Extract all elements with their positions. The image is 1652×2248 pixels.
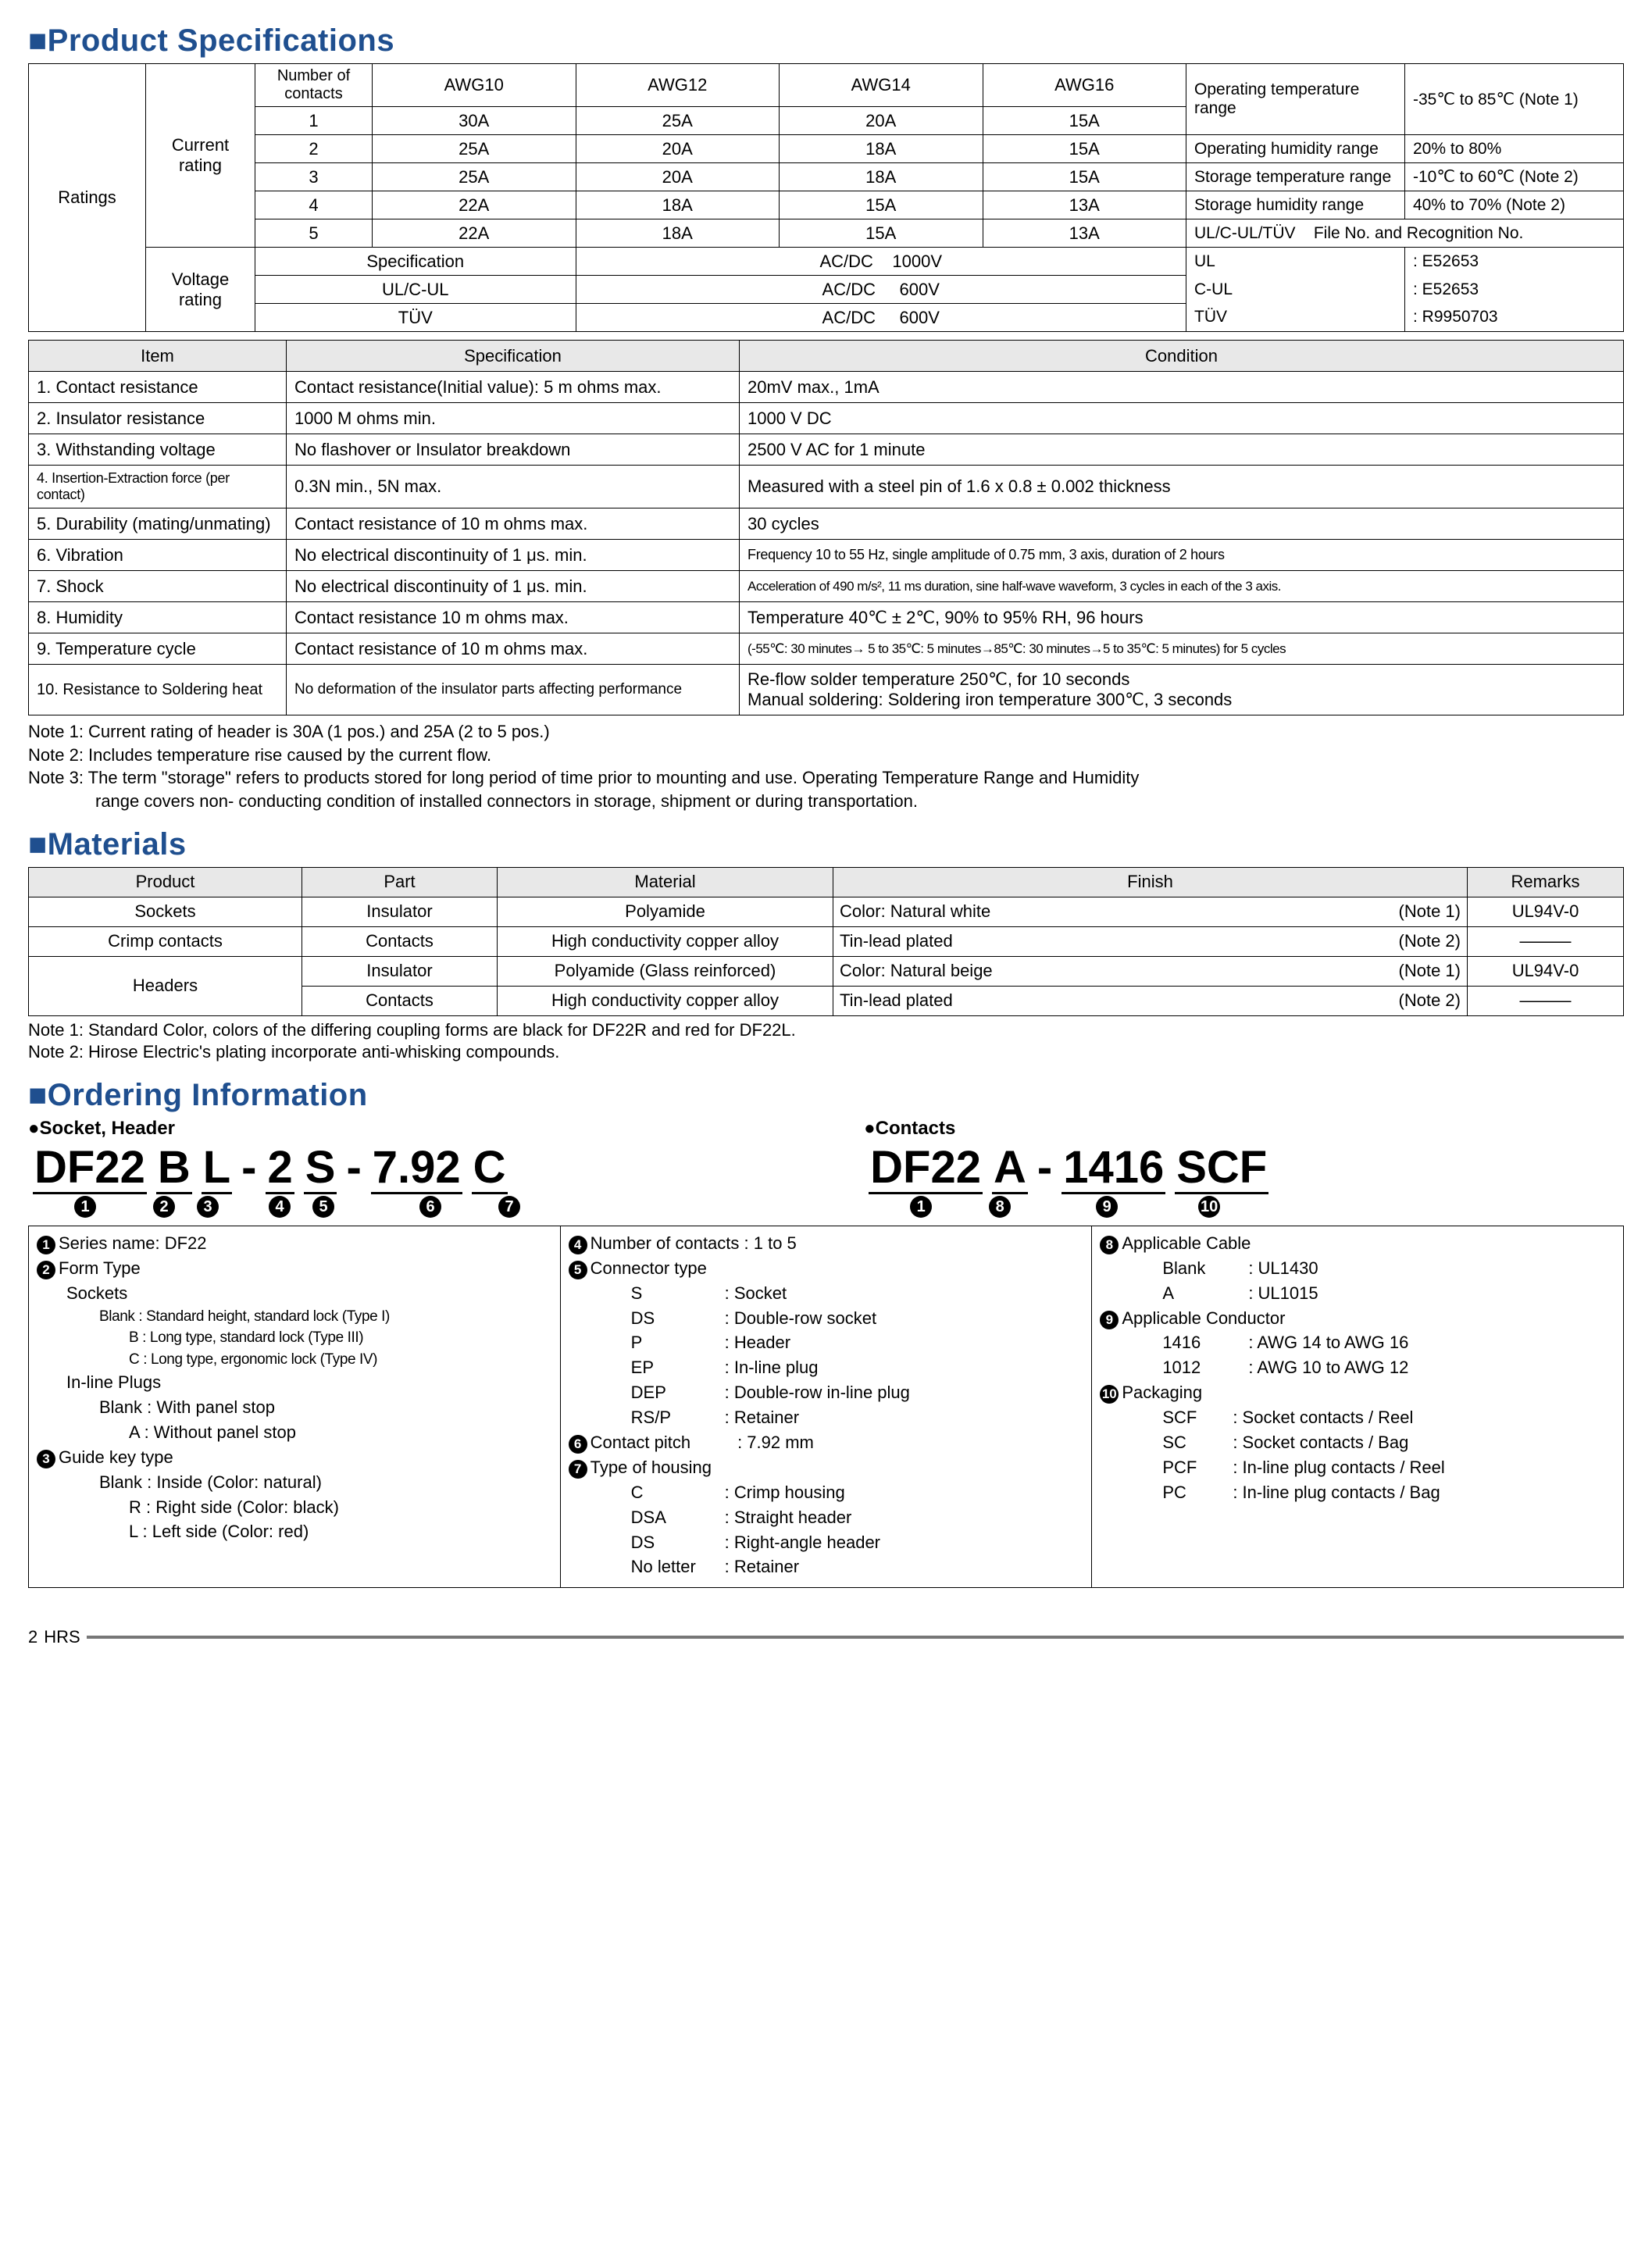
ratings-label: Ratings <box>29 64 146 332</box>
current-rating-label: Current rating <box>146 64 255 248</box>
ordering-col-3: 8Applicable Cable Blank: UL1430A: UL1015… <box>1092 1226 1624 1587</box>
ordering-col-2: 4Number of contacts : 1 to 5 5Connector … <box>560 1226 1092 1587</box>
socket-header-title: ●Socket, Header <box>28 1118 864 1140</box>
footer-rule <box>87 1636 1624 1639</box>
spec-table: ItemSpecificationCondition 1. Contact re… <box>28 340 1624 715</box>
section-title-specs: ■Product Specifications <box>28 23 1624 59</box>
spec-notes: Note 1: Current rating of header is 30A … <box>28 720 1624 813</box>
ordering-col-1: 1Series name: DF22 2Form Type Sockets Bl… <box>29 1226 561 1587</box>
part-number-2: DF22A-1416SCF <box>864 1141 1624 1194</box>
section-title-materials: ■Materials <box>28 827 1624 862</box>
ratings-table: Ratings Current rating Number of contact… <box>28 63 1624 332</box>
materials-table: Product Part Material Finish Remarks Soc… <box>28 867 1624 1016</box>
part-number-1: DF22BL-2S-7.92C <box>28 1141 864 1194</box>
hrs-logo: HRS <box>44 1627 80 1647</box>
contacts-title: ●Contacts <box>864 1118 1624 1140</box>
materials-notes: Note 1: Standard Color, colors of the di… <box>28 1019 1624 1064</box>
page-footer: 2 HRS <box>28 1627 1624 1647</box>
voltage-rating-label: Voltage rating <box>146 248 255 332</box>
ordering-table: 1Series name: DF22 2Form Type Sockets Bl… <box>28 1226 1624 1588</box>
page-number: 2 <box>28 1627 37 1647</box>
section-title-ordering: ■Ordering Information <box>28 1078 1624 1113</box>
